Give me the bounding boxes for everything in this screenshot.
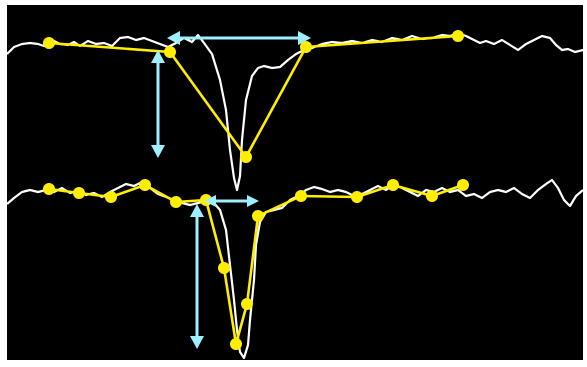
keypoint-dot [218, 262, 230, 274]
upper-keypoints [43, 30, 464, 163]
keypoint-dot [105, 191, 117, 203]
keypoint-dot [240, 151, 252, 163]
keypoint-dot [300, 41, 312, 53]
vertical-depth-arrow [151, 50, 165, 158]
upper-panel [6, 30, 584, 192]
keypoint-dot [139, 179, 151, 191]
keypoint-dot [241, 298, 253, 310]
lower-panel [6, 178, 584, 360]
horizontal-width-arrow [167, 31, 311, 45]
lower-signal-trace [6, 178, 584, 360]
vertical-depth-arrow [190, 204, 204, 349]
keypoint-dot [170, 196, 182, 208]
keypoint-dot [252, 210, 264, 222]
keypoint-dot [387, 179, 399, 191]
keypoint-dot [452, 30, 464, 42]
lower-keypoints [43, 179, 469, 350]
keypoint-dot [164, 46, 176, 58]
keypoint-dot [43, 37, 55, 49]
keypoint-dot [351, 191, 363, 203]
upper-signal-trace [6, 31, 584, 192]
keypoint-dot [457, 179, 469, 191]
keypoint-dot [230, 338, 242, 350]
keypoint-dot [295, 190, 307, 202]
horizontal-width-arrow [204, 195, 259, 207]
diagram-background [7, 5, 583, 360]
keypoint-dot [426, 190, 438, 202]
keypoint-dot [43, 183, 55, 195]
keypoint-dot [73, 187, 85, 199]
